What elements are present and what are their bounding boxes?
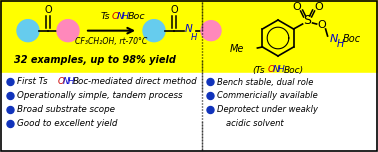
- Text: H: H: [278, 66, 285, 74]
- Text: N: N: [330, 34, 338, 44]
- Text: N: N: [273, 66, 280, 74]
- Circle shape: [7, 93, 14, 100]
- Circle shape: [207, 93, 214, 100]
- Text: S: S: [304, 14, 311, 28]
- Text: Boc): Boc): [284, 66, 304, 74]
- Text: -mediated direct method: -mediated direct method: [88, 78, 197, 86]
- Text: 32 examples, up to 98% yield: 32 examples, up to 98% yield: [14, 55, 176, 65]
- Text: Boc: Boc: [128, 12, 146, 21]
- Circle shape: [7, 121, 14, 128]
- Text: O: O: [57, 78, 65, 86]
- Text: O: O: [111, 12, 119, 21]
- Text: Me: Me: [230, 44, 245, 54]
- Circle shape: [207, 107, 214, 114]
- Text: acidic solvent: acidic solvent: [226, 119, 284, 128]
- Text: O: O: [170, 5, 178, 15]
- Text: N: N: [63, 78, 69, 86]
- Text: H: H: [336, 39, 344, 49]
- Text: Commericially available: Commericially available: [217, 92, 318, 100]
- Text: Operationally simple, tandem process: Operationally simple, tandem process: [17, 92, 183, 100]
- Text: Boc: Boc: [342, 34, 361, 44]
- Text: CF₃CH₂OH, rt-70°C: CF₃CH₂OH, rt-70°C: [75, 37, 148, 46]
- Text: Boc: Boc: [73, 78, 89, 86]
- Text: O: O: [44, 5, 52, 15]
- Text: Good to excellent yield: Good to excellent yield: [17, 119, 118, 128]
- Text: O: O: [317, 20, 326, 30]
- Text: (Ts: (Ts: [252, 66, 265, 74]
- Circle shape: [207, 78, 214, 85]
- Circle shape: [7, 78, 14, 85]
- Text: Bench stable, dual role: Bench stable, dual role: [217, 78, 313, 86]
- Text: Ts: Ts: [100, 12, 110, 21]
- Text: H: H: [122, 12, 129, 21]
- Text: First Ts: First Ts: [17, 78, 48, 86]
- Text: N: N: [185, 24, 193, 34]
- Text: Broad substrate scope: Broad substrate scope: [17, 105, 115, 114]
- Bar: [0, 73, 378, 152]
- Circle shape: [143, 20, 165, 42]
- Text: O: O: [268, 66, 275, 74]
- Text: H: H: [191, 33, 197, 42]
- Text: H: H: [68, 78, 74, 86]
- Text: N: N: [117, 12, 124, 21]
- Circle shape: [17, 20, 39, 42]
- Circle shape: [57, 20, 79, 42]
- Text: O: O: [314, 2, 323, 12]
- Text: O: O: [292, 2, 301, 12]
- Text: Deprotect under weakly: Deprotect under weakly: [217, 105, 318, 114]
- Circle shape: [201, 21, 221, 41]
- Circle shape: [7, 107, 14, 114]
